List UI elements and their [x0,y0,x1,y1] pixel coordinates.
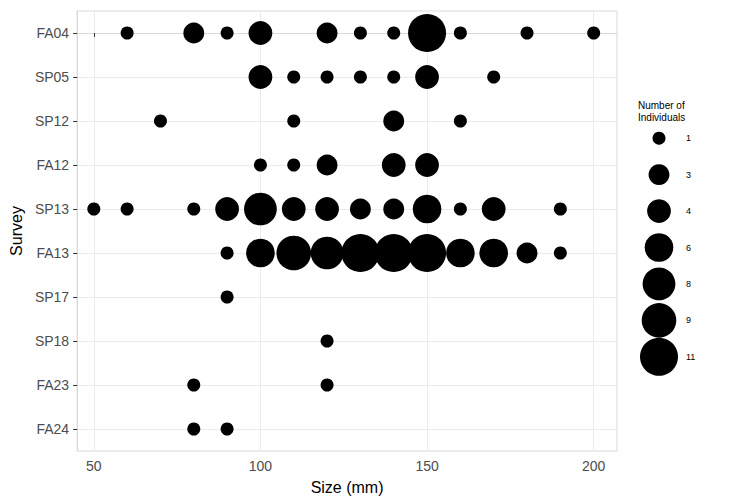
svg-text:FA12: FA12 [36,157,69,173]
svg-text:200: 200 [582,458,606,474]
svg-text:Size (mm): Size (mm) [311,479,384,496]
svg-text:SP12: SP12 [35,113,69,129]
svg-text:SP17: SP17 [35,289,69,305]
svg-text:1: 1 [686,133,691,143]
svg-text:11: 11 [686,352,695,362]
svg-text:Individuals: Individuals [638,112,685,123]
svg-text:4: 4 [686,206,691,216]
svg-text:FA24: FA24 [36,421,69,437]
svg-text:Number of: Number of [638,100,687,111]
svg-text:100: 100 [249,458,273,474]
svg-text:6: 6 [686,243,691,253]
svg-text:FA23: FA23 [36,377,69,393]
svg-text:9: 9 [686,315,691,325]
svg-text:SP18: SP18 [35,333,69,349]
svg-text:3: 3 [686,170,691,180]
svg-text:FA13: FA13 [36,245,69,261]
svg-text:50: 50 [86,458,102,474]
svg-text:150: 150 [415,458,439,474]
svg-text:FA04: FA04 [36,25,69,41]
svg-text:SP13: SP13 [35,201,69,217]
svg-text:SP05: SP05 [35,69,69,85]
svg-text:Survey: Survey [8,206,25,256]
svg-text:8: 8 [686,279,691,289]
